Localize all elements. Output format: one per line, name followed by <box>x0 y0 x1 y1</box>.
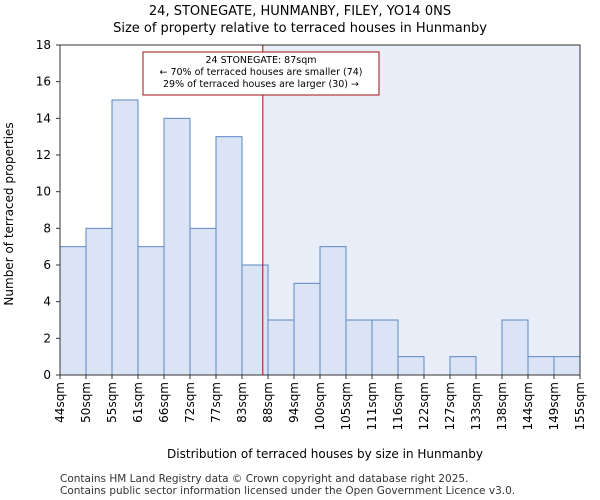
x-tick-label: 105sqm <box>339 382 353 430</box>
bar-138sqm <box>501 319 529 376</box>
y-tick-label: 18 <box>36 38 51 52</box>
x-tick-label: 155sqm <box>573 382 587 430</box>
bar-44sqm <box>59 246 87 376</box>
annotation-title: 24 STONEGATE: 87sqm <box>206 55 317 66</box>
x-axis-label: Distribution of terraced houses by size … <box>167 447 483 461</box>
chart-title-line1: 24, STONEGATE, HUNMANBY, FILEY, YO14 0NS <box>148 4 452 19</box>
y-tick-label: 12 <box>36 148 51 162</box>
bar-144sqm <box>527 356 555 376</box>
bar-77sqm <box>215 136 243 376</box>
bar-149sqm <box>553 356 581 376</box>
annotation-box: 24 STONEGATE: 87sqm ← 70% of terraced ho… <box>142 51 380 96</box>
x-tick-label: 61sqm <box>131 382 145 423</box>
bar-55sqm <box>111 99 139 376</box>
bar-111sqm <box>371 319 399 376</box>
bar-94sqm <box>293 282 321 376</box>
x-tick-label: 44sqm <box>53 382 67 423</box>
x-tick-label: 72sqm <box>183 382 197 423</box>
x-tick-label: 88sqm <box>261 382 275 423</box>
x-tick-label: 50sqm <box>79 382 93 423</box>
footer-licence: Contains public sector information licen… <box>60 485 516 497</box>
annotation-smaller: ← 70% of terraced houses are smaller (74… <box>159 67 362 78</box>
bar-61sqm <box>137 246 165 376</box>
bar-100sqm <box>319 246 347 376</box>
y-tick-label: 4 <box>43 295 51 309</box>
bar-116sqm <box>397 356 425 376</box>
x-tick-label: 122sqm <box>417 382 431 430</box>
y-axis-label: Number of terraced properties <box>2 122 16 305</box>
footer-copyright: Contains HM Land Registry data © Crown c… <box>60 473 469 485</box>
y-tick-label: 14 <box>36 111 51 125</box>
x-tick-label: 83sqm <box>235 382 249 423</box>
x-tick-label: 149sqm <box>547 382 561 430</box>
x-tick-label: 100sqm <box>313 382 327 430</box>
bar-66sqm <box>163 117 191 376</box>
x-tick-label: 138sqm <box>495 382 509 430</box>
x-tick-label: 127sqm <box>443 382 457 430</box>
bar-83sqm <box>241 264 269 376</box>
x-tick-label: 133sqm <box>469 382 483 430</box>
y-tick-label: 8 <box>43 221 51 235</box>
y-tick-label: 16 <box>36 75 51 89</box>
y-tick-label: 10 <box>36 185 51 199</box>
y-tick-label: 6 <box>43 258 51 272</box>
x-tick-label: 55sqm <box>105 382 119 423</box>
x-tick-label: 66sqm <box>157 382 171 423</box>
bar-127sqm <box>449 356 477 376</box>
bar-72sqm <box>189 227 217 376</box>
x-tick-label: 77sqm <box>209 382 223 423</box>
y-tick-label: 2 <box>43 331 51 345</box>
x-tick-label: 116sqm <box>391 382 405 430</box>
bar-88sqm <box>267 319 295 376</box>
bar-105sqm <box>345 319 373 376</box>
x-tick-label: 144sqm <box>521 382 535 430</box>
x-tick-label: 111sqm <box>365 382 379 430</box>
bar-50sqm <box>85 227 113 376</box>
y-tick-label: 0 <box>43 368 51 382</box>
x-tick-label: 94sqm <box>287 382 301 423</box>
annotation-larger: 29% of terraced houses are larger (30) → <box>163 79 359 90</box>
chart-title-line2: Size of property relative to terraced ho… <box>113 21 487 36</box>
